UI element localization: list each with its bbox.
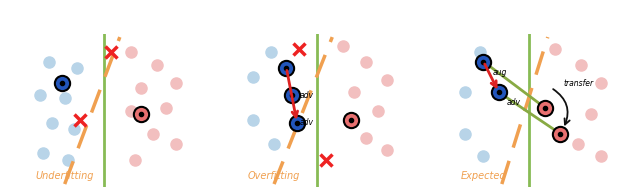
Text: adv: adv [300, 91, 314, 100]
Text: adv: adv [506, 98, 520, 107]
Text: Expected: Expected [461, 171, 506, 181]
Text: transfer: transfer [563, 78, 593, 88]
Text: adv: adv [300, 118, 314, 127]
Text: Underfitting: Underfitting [36, 171, 94, 181]
Text: Overfitting: Overfitting [248, 171, 300, 181]
Text: aug: aug [493, 68, 507, 77]
